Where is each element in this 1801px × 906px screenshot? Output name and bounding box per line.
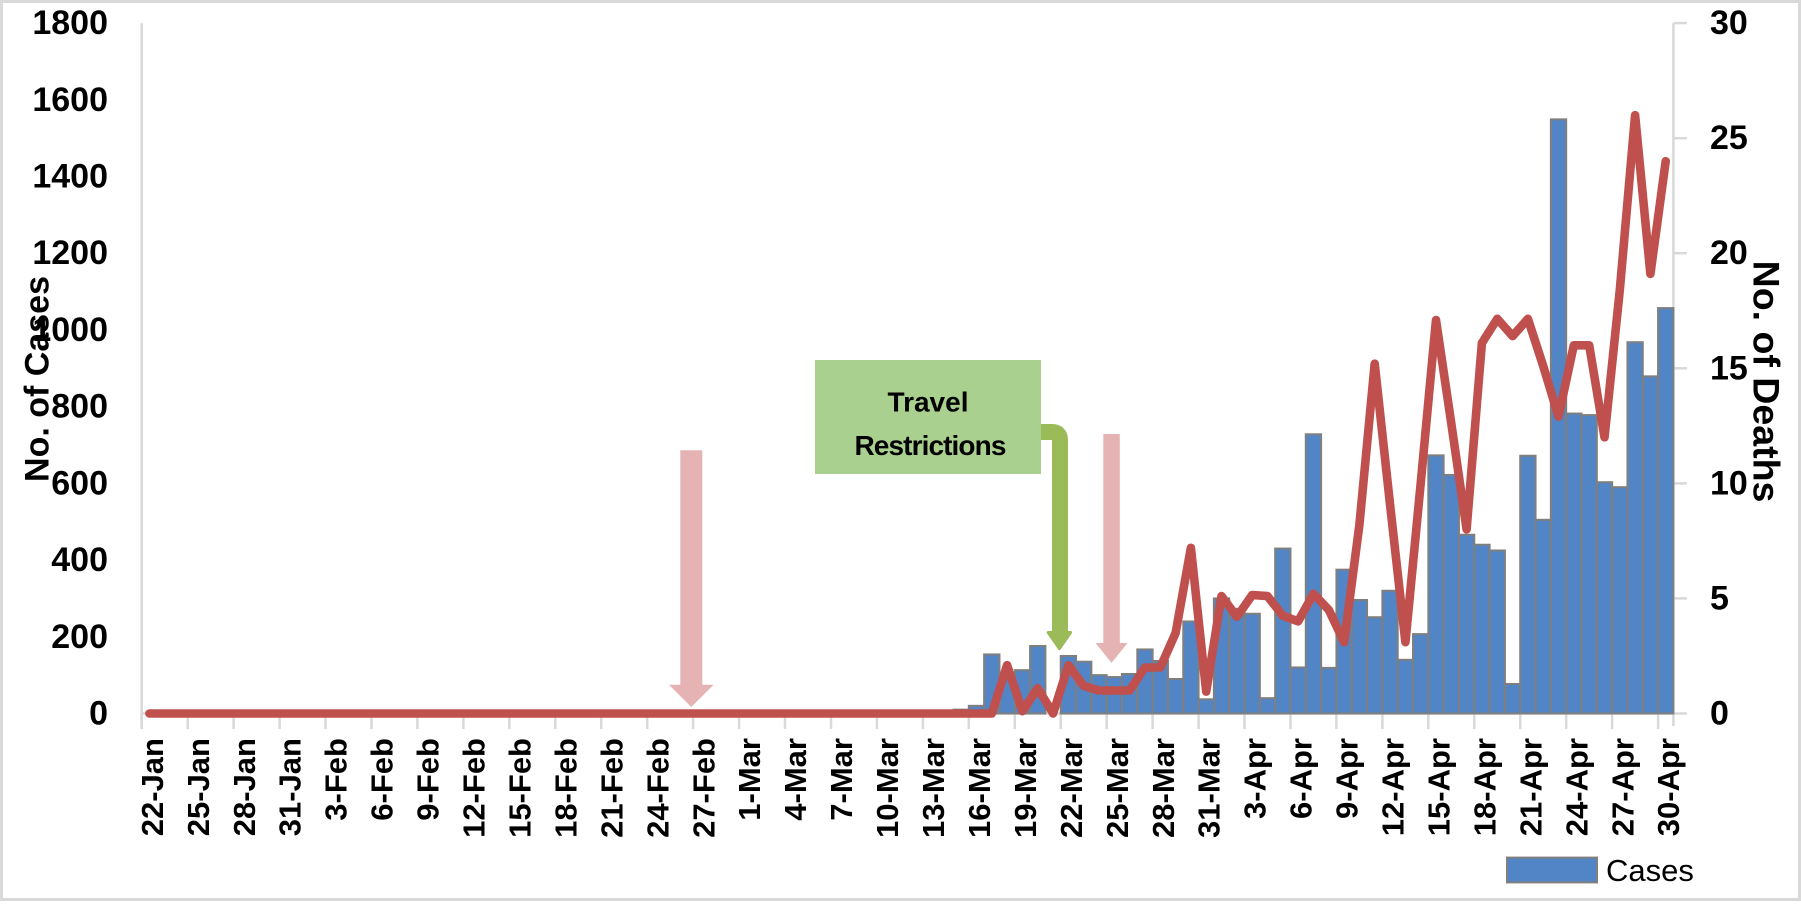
svg-text:0: 0 xyxy=(1710,695,1729,733)
svg-text:1200: 1200 xyxy=(32,234,108,272)
svg-text:31-Jan: 31-Jan xyxy=(273,738,308,836)
svg-text:18-Feb: 18-Feb xyxy=(548,738,583,838)
svg-text:3-Apr: 3-Apr xyxy=(1238,738,1273,819)
svg-text:13-Mar: 13-Mar xyxy=(916,738,951,838)
svg-text:22-Jan: 22-Jan xyxy=(135,738,170,836)
svg-text:21-Apr: 21-Apr xyxy=(1513,738,1548,836)
svg-text:5: 5 xyxy=(1710,579,1729,617)
svg-text:Travel: Travel xyxy=(888,386,969,417)
svg-text:10-Mar: 10-Mar xyxy=(870,738,905,838)
svg-text:800: 800 xyxy=(51,388,108,426)
svg-text:25: 25 xyxy=(1710,119,1748,157)
svg-text:1000: 1000 xyxy=(32,311,108,349)
svg-text:24-Feb: 24-Feb xyxy=(640,738,675,838)
svg-text:4-Mar: 4-Mar xyxy=(778,738,813,821)
svg-text:400: 400 xyxy=(51,541,108,579)
svg-text:27-Feb: 27-Feb xyxy=(686,738,721,838)
svg-text:1800: 1800 xyxy=(32,4,108,42)
svg-text:1-Mar: 1-Mar xyxy=(732,738,767,821)
svg-text:19-Mar: 19-Mar xyxy=(1008,738,1043,838)
svg-text:9-Apr: 9-Apr xyxy=(1330,738,1365,819)
svg-text:12-Feb: 12-Feb xyxy=(457,738,492,838)
svg-text:1400: 1400 xyxy=(32,158,108,196)
svg-text:18-Apr: 18-Apr xyxy=(1467,738,1502,836)
svg-text:No. of Cases: No. of Cases xyxy=(19,276,57,482)
svg-text:31-Mar: 31-Mar xyxy=(1192,738,1227,838)
svg-text:200: 200 xyxy=(51,618,108,656)
svg-text:25-Jan: 25-Jan xyxy=(181,738,216,836)
svg-text:15: 15 xyxy=(1710,349,1748,387)
svg-text:6-Apr: 6-Apr xyxy=(1284,738,1319,819)
svg-text:22-Mar: 22-Mar xyxy=(1054,738,1089,838)
svg-text:27-Apr: 27-Apr xyxy=(1605,738,1640,836)
svg-text:30: 30 xyxy=(1710,4,1748,42)
svg-text:1600: 1600 xyxy=(32,81,108,119)
svg-text:No. of Deaths: No. of Deaths xyxy=(1746,261,1788,503)
svg-text:Restrictions: Restrictions xyxy=(854,430,1005,461)
svg-text:20: 20 xyxy=(1710,234,1748,272)
svg-text:25-Mar: 25-Mar xyxy=(1100,738,1135,838)
svg-text:28-Mar: 28-Mar xyxy=(1146,738,1181,838)
svg-text:3-Feb: 3-Feb xyxy=(319,738,354,821)
svg-text:15-Feb: 15-Feb xyxy=(503,738,538,838)
svg-text:21-Feb: 21-Feb xyxy=(594,738,629,838)
svg-text:10: 10 xyxy=(1710,464,1748,502)
svg-text:12-Apr: 12-Apr xyxy=(1376,738,1411,836)
svg-text:30-Apr: 30-Apr xyxy=(1651,738,1686,836)
svg-text:0: 0 xyxy=(89,695,108,733)
svg-text:28-Jan: 28-Jan xyxy=(227,738,262,836)
svg-text:6-Feb: 6-Feb xyxy=(365,738,400,821)
svg-text:Cases: Cases xyxy=(1606,853,1694,888)
svg-text:15-Apr: 15-Apr xyxy=(1422,738,1457,836)
svg-text:9-Feb: 9-Feb xyxy=(411,738,446,821)
svg-text:24-Apr: 24-Apr xyxy=(1559,738,1594,836)
svg-text:600: 600 xyxy=(51,464,108,502)
svg-text:16-Mar: 16-Mar xyxy=(962,738,997,838)
svg-text:7-Mar: 7-Mar xyxy=(824,738,859,821)
